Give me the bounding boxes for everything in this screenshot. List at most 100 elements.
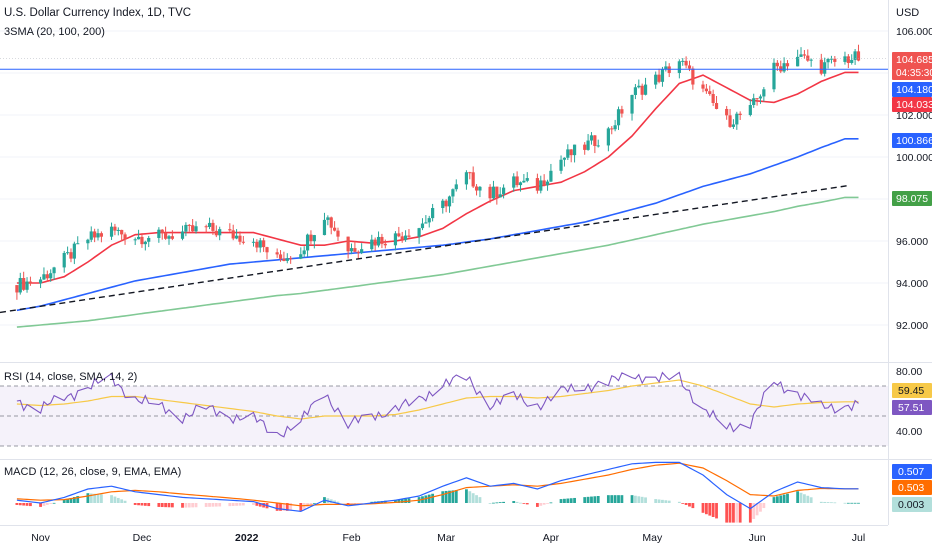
candle-body[interactable] (704, 88, 708, 92)
candle-body[interactable] (349, 248, 354, 252)
candle-body[interactable] (93, 231, 97, 238)
candle-body[interactable] (738, 113, 742, 115)
candle-body[interactable] (336, 230, 340, 237)
candle-body[interactable] (123, 234, 127, 240)
candlesticks[interactable] (15, 44, 861, 300)
candle-body[interactable] (431, 208, 435, 219)
candle-body[interactable] (681, 60, 685, 62)
candle-body[interactable] (515, 176, 519, 186)
candle-body[interactable] (559, 159, 563, 171)
candle-body[interactable] (265, 247, 269, 253)
candle-body[interactable] (18, 278, 22, 293)
candle-body[interactable] (234, 235, 239, 239)
candle-body[interactable] (157, 229, 161, 238)
candle-body[interactable] (140, 236, 144, 245)
candle-body[interactable] (231, 230, 235, 239)
candle-body[interactable] (586, 140, 590, 150)
price-badge[interactable] (892, 191, 932, 206)
candle-body[interactable] (684, 60, 688, 66)
candle-body[interactable] (809, 59, 813, 61)
candle-body[interactable] (501, 187, 506, 195)
candle-body[interactable] (569, 149, 573, 156)
time-axis[interactable]: Nov Dec 2022 Feb Mar Apr May Jun Jul (31, 532, 865, 544)
candle-body[interactable] (853, 51, 857, 60)
candle-body[interactable] (380, 236, 384, 244)
price-badge[interactable] (892, 133, 932, 148)
candle-body[interactable] (823, 62, 827, 74)
candle-body[interactable] (204, 226, 208, 228)
candle-body[interactable] (714, 103, 719, 109)
candle-body[interactable] (72, 243, 76, 259)
trendline[interactable] (0, 184, 851, 314)
candle-body[interactable] (116, 229, 120, 231)
candle-body[interactable] (346, 236, 350, 252)
candle-body[interactable] (360, 249, 364, 253)
candle-body[interactable] (762, 89, 766, 97)
candle-body[interactable] (52, 267, 56, 274)
candle-body[interactable] (211, 222, 215, 231)
candle-body[interactable] (593, 135, 597, 146)
candle-body[interactable] (819, 59, 823, 74)
candle-body[interactable] (464, 172, 469, 185)
sma-100-line[interactable] (16, 138, 859, 312)
macd-legend[interactable]: MACD (12, 26, close, 9, EMA, EMA) (4, 466, 181, 478)
candle-body[interactable] (758, 96, 763, 99)
candle-body[interactable] (22, 278, 26, 290)
candle-body[interactable] (657, 74, 661, 82)
macd-badge[interactable] (892, 464, 932, 479)
candle-body[interactable] (275, 252, 279, 255)
candle-body[interactable] (329, 217, 333, 228)
candle-body[interactable] (843, 56, 847, 62)
candle-body[interactable] (136, 236, 141, 240)
candle-body[interactable] (251, 241, 256, 243)
candle-body[interactable] (856, 51, 861, 61)
candle-body[interactable] (133, 239, 137, 241)
candle-body[interactable] (708, 91, 712, 94)
macd-badge[interactable] (892, 497, 932, 512)
candle-body[interactable] (258, 240, 262, 248)
candle-body[interactable] (65, 252, 70, 254)
candle-body[interactable] (120, 229, 124, 235)
price-axis[interactable]: 106.000104.000102.000100.00098.00096.000… (892, 26, 932, 332)
candle-body[interactable] (191, 225, 195, 232)
candle-body[interactable] (417, 228, 421, 237)
candle-body[interactable] (451, 189, 455, 197)
candle-body[interactable] (850, 59, 854, 63)
candle-body[interactable] (45, 274, 49, 279)
candle-body[interactable] (799, 54, 803, 57)
candle-body[interactable] (164, 232, 168, 239)
candle-body[interactable] (309, 234, 313, 242)
rsi-badge[interactable] (892, 383, 932, 398)
candle-body[interactable] (616, 109, 621, 126)
candle-body[interactable] (755, 98, 759, 100)
candle-body[interactable] (677, 61, 681, 73)
candle-body[interactable] (170, 236, 174, 239)
sma-20-line[interactable] (16, 71, 859, 284)
candle-body[interactable] (353, 248, 357, 252)
macd-line[interactable] (16, 461, 859, 513)
candle-body[interactable] (542, 180, 546, 186)
candle-body[interactable] (376, 236, 381, 246)
candle-body[interactable] (255, 241, 259, 248)
candle-body[interactable] (403, 235, 408, 240)
candle-body[interactable] (752, 98, 756, 106)
sma-200-line[interactable] (16, 196, 859, 328)
candle-body[interactable] (312, 235, 316, 242)
candle-body[interactable] (241, 241, 245, 243)
candle-body[interactable] (407, 235, 411, 237)
candle-body[interactable] (447, 196, 452, 207)
candle-body[interactable] (488, 186, 492, 199)
candle-body[interactable] (333, 227, 337, 231)
candle-body[interactable] (711, 93, 715, 104)
candle-body[interactable] (86, 239, 90, 244)
candle-body[interactable] (775, 62, 779, 67)
rsi-line[interactable] (16, 371, 859, 438)
candle-body[interactable] (113, 226, 117, 231)
candle-body[interactable] (522, 180, 526, 183)
macd-axis[interactable]: 0.507 0.503 0.003 (892, 464, 932, 512)
candle-body[interactable] (89, 231, 93, 240)
candle-body[interactable] (322, 219, 327, 236)
candle-body[interactable] (846, 56, 850, 63)
candle-body[interactable] (393, 233, 398, 246)
candle-body[interactable] (228, 229, 232, 231)
